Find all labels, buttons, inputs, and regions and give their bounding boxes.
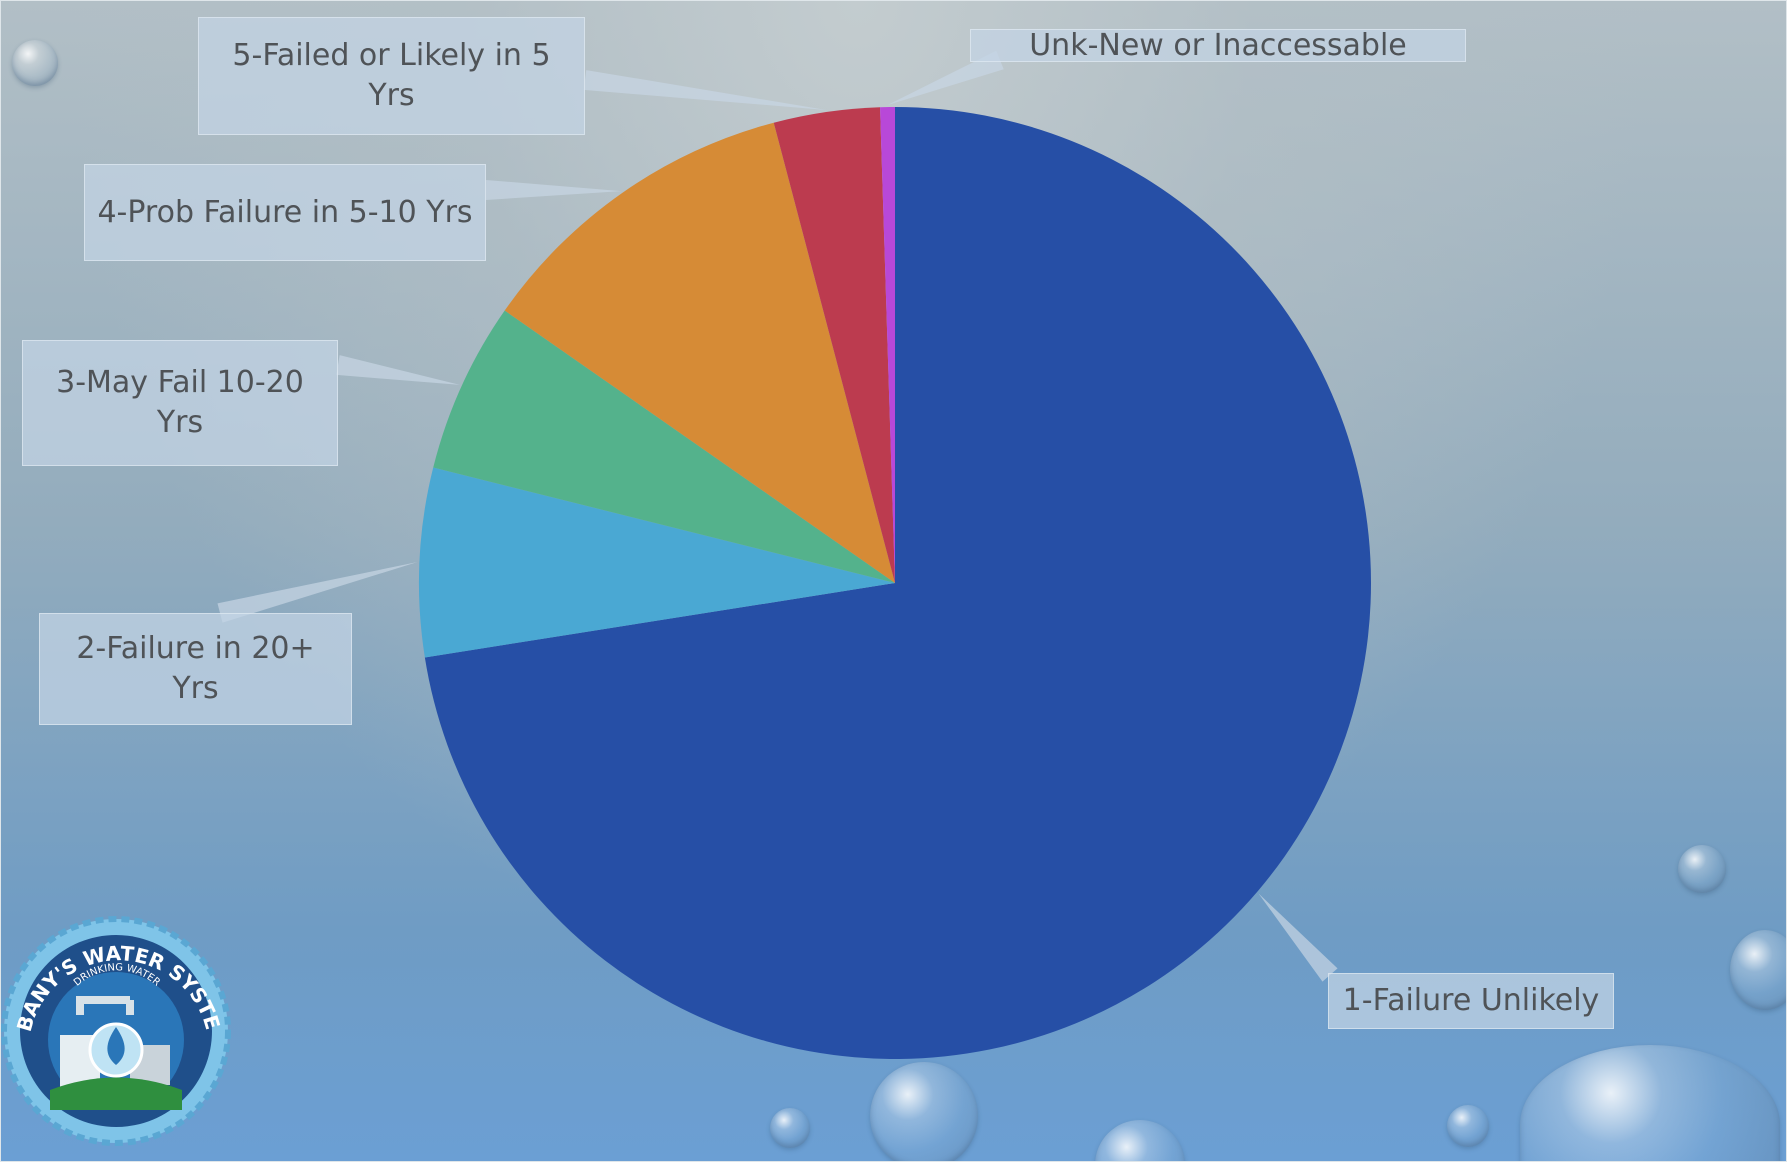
water-bubble [1730,930,1787,1010]
leader-line [583,70,827,110]
pie-slice [773,107,895,584]
leader-line [336,355,460,385]
water-bubble [1447,1105,1489,1147]
leader-line [1258,893,1338,982]
slice-label-6: Unk-New or Inaccessable [970,29,1466,62]
albany-water-system-logo: ALBANY'S WATER SYSTEM DRINKING WATER [0,915,231,1146]
slice-label-text: 2-Failure in 20+ Yrs [76,631,315,706]
slice-label-1: 1-Failure Unlikely [1328,973,1614,1029]
slice-label-text: Unk-New or Inaccessable [1029,27,1407,63]
slice-label-4: 4-Prob Failure in 5-10 Yrs [84,164,486,261]
leader-line [217,561,418,623]
water-bubble [870,1062,978,1162]
pie-slice [880,107,895,583]
slice-label-3: 3-May Fail 10-20 Yrs [22,340,338,466]
pie-slice [433,310,895,583]
water-bubble [12,40,58,86]
slice-label-text: 3-May Fail 10-20 Yrs [56,365,304,440]
leader-line [485,180,622,200]
slice-label-text: 4-Prob Failure in 5-10 Yrs [97,194,473,230]
pie-slice [419,467,895,658]
pie-slice [504,122,895,584]
slice-label-5: 5-Failed or Likely in 5 Yrs [198,17,585,135]
slice-label-2: 2-Failure in 20+ Yrs [39,613,352,725]
water-bubble [770,1108,810,1148]
slice-label-text: 1-Failure Unlikely [1342,983,1600,1018]
pie-slice [424,107,1371,1059]
slice-label-text: 5-Failed or Likely in 5 Yrs [232,38,551,113]
leader-line [887,50,1004,106]
water-bubble [1678,845,1726,893]
water-bubble [1520,1045,1780,1162]
